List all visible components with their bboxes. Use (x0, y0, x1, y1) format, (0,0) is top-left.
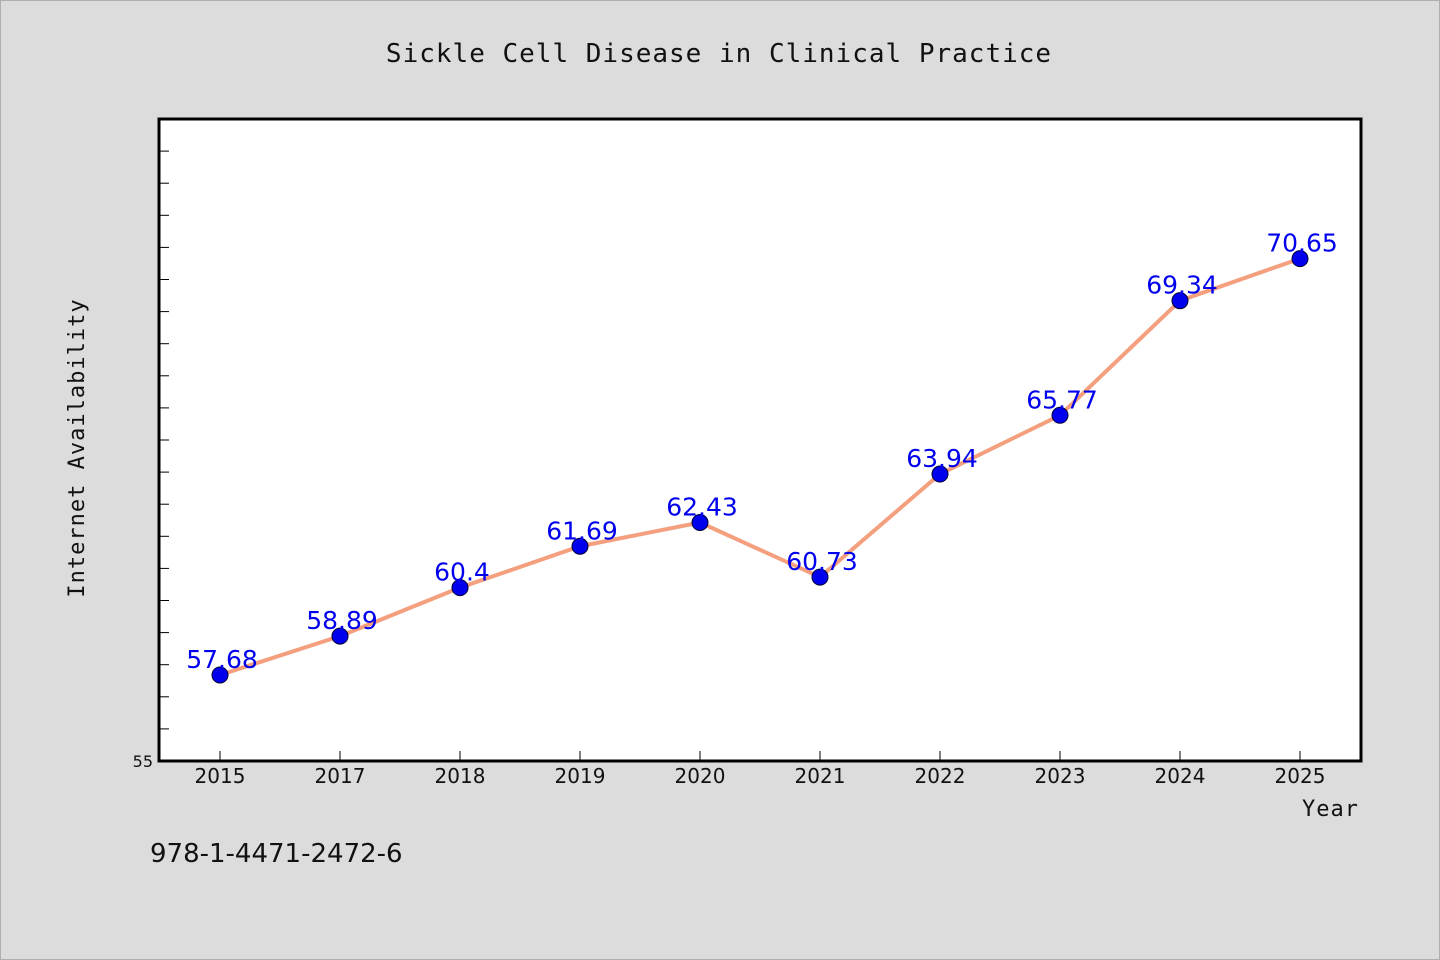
data-point-marker (451, 579, 469, 597)
x-tick-label: 2018 (435, 764, 486, 788)
data-label: 61.69 (546, 516, 618, 545)
data-markers (211, 250, 1309, 684)
x-axis-ticks: 2015 2017 2018 2019 2020 2021 2022 2023 2024 2025 (195, 751, 1326, 788)
data-point-marker (811, 568, 829, 586)
x-tick-label: 2020 (675, 764, 726, 788)
x-tick-label: 2025 (1275, 764, 1326, 788)
series-line (218, 256, 1302, 677)
data-label: 69.34 (1146, 271, 1218, 300)
isbn-footer-text: 978-1-4471-2472-6 (150, 839, 403, 869)
data-label: 63.94 (906, 444, 978, 473)
x-axis-label: Year (1302, 797, 1359, 822)
data-label: 57.68 (186, 645, 258, 674)
x-tick-label: 2017 (315, 764, 366, 788)
series-line-group (218, 256, 1302, 677)
data-label: 60.73 (786, 547, 858, 576)
data-point-marker (931, 465, 949, 483)
chart-title: Sickle Cell Disease in Clinical Practice (386, 39, 1052, 69)
data-point-marker (1171, 292, 1189, 310)
data-label: 65.77 (1026, 385, 1098, 414)
data-point-marker (691, 513, 709, 531)
plot-area (157, 117, 1363, 763)
x-tick-label: 2015 (195, 764, 246, 788)
data-point-marker (1291, 250, 1309, 268)
data-label: 70.65 (1266, 229, 1338, 258)
y-axis-ticks: 55 (133, 118, 169, 771)
data-labels: 57.68 58.89 60.4 61.69 62.43 60.73 63.94 65.77 6… (186, 229, 1338, 674)
x-tick-label: 2024 (1155, 764, 1206, 788)
x-tick-label: 2019 (555, 764, 606, 788)
data-label: 60.4 (434, 558, 490, 587)
data-point-marker (331, 627, 349, 645)
data-label: 62.43 (666, 492, 738, 521)
x-tick-label: 2022 (915, 764, 966, 788)
data-point-marker (211, 666, 229, 684)
data-point-marker (571, 537, 589, 555)
x-tick-label: 2023 (1035, 764, 1086, 788)
data-label: 58.89 (306, 606, 378, 635)
x-tick-label: 2021 (795, 764, 846, 788)
y-axis-label: Internet Availability (65, 298, 90, 597)
data-point-marker (1051, 406, 1069, 424)
y-tick-label: 55 (133, 752, 153, 771)
